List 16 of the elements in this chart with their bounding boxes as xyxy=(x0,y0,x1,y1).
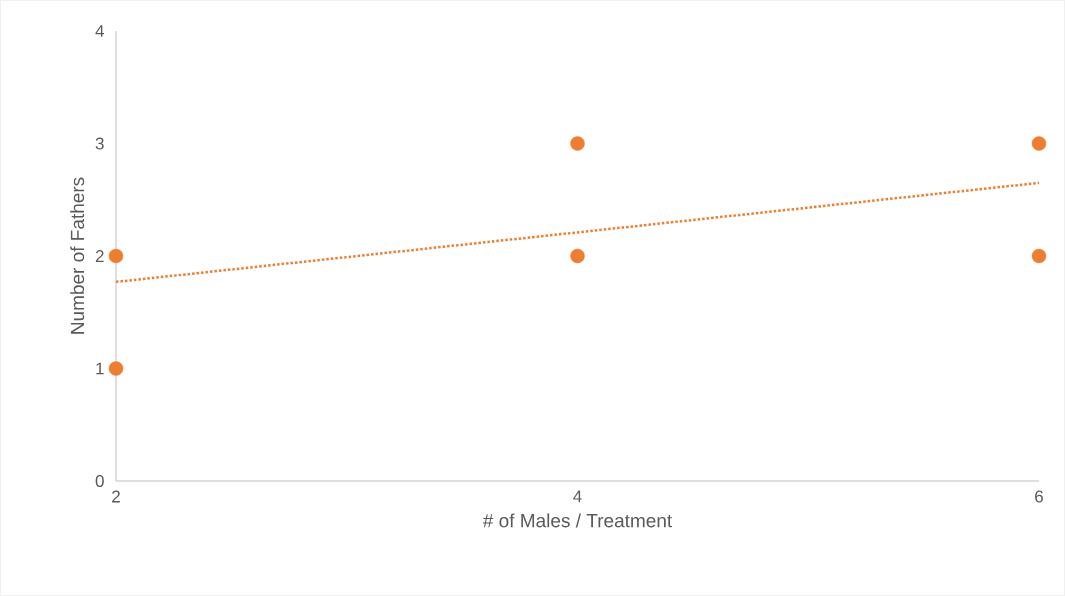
point xyxy=(570,136,585,151)
y-tick-label: 2 xyxy=(95,250,104,262)
y-tick-label: 4 xyxy=(95,25,104,37)
x-tick-label: 6 xyxy=(1035,490,1043,503)
point xyxy=(570,248,585,264)
point xyxy=(1031,248,1047,264)
y-axis-title: Number of Fathers xyxy=(70,177,85,334)
point xyxy=(108,361,124,376)
x-tick-label: 4 xyxy=(573,490,582,503)
x-axis-title: # of Males / Treatment xyxy=(482,513,673,528)
x-tick-label: 2 xyxy=(112,490,120,503)
point xyxy=(1031,136,1047,151)
y-tick-label: 0 xyxy=(95,474,104,488)
y-tick-label: 1 xyxy=(96,362,104,375)
point xyxy=(108,248,124,264)
y-tick-label: 3 xyxy=(95,137,104,150)
